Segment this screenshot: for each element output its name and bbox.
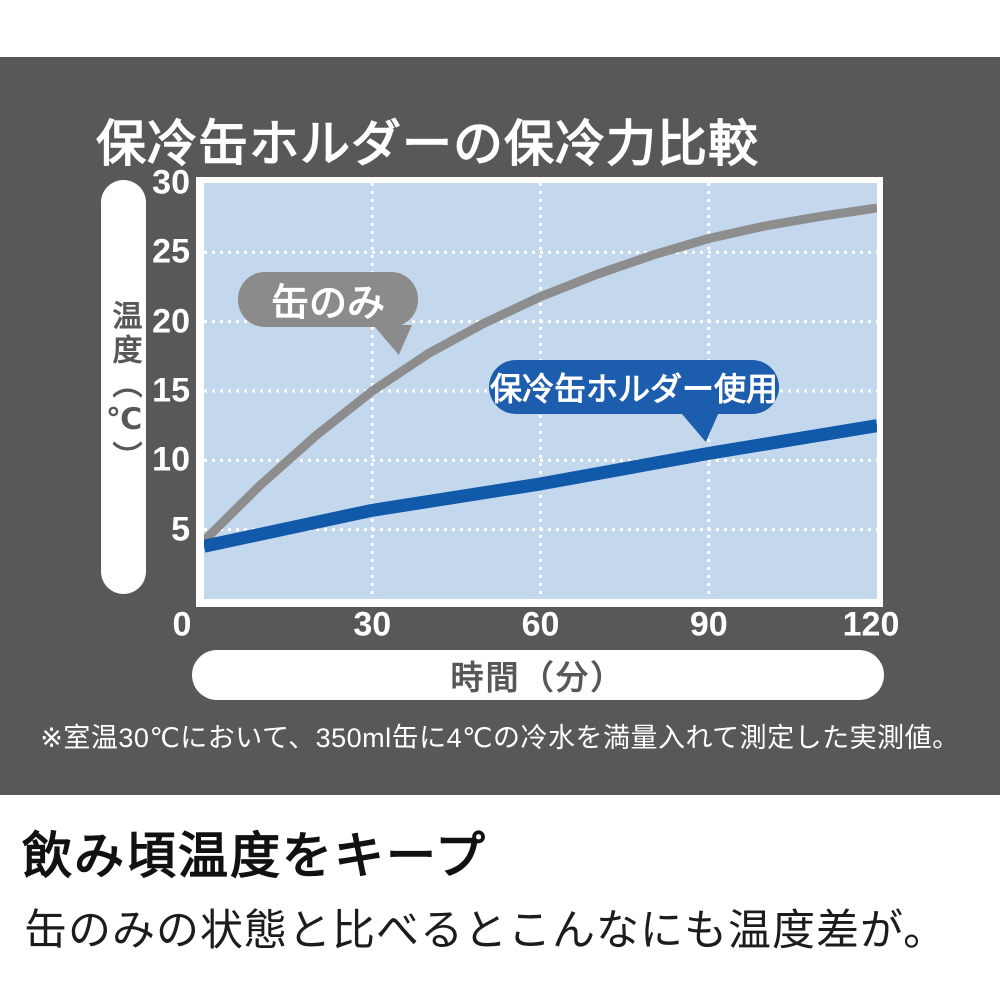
x-tick-label: 120 — [842, 605, 900, 644]
y-axis-label: 温度（℃） — [107, 299, 141, 475]
series-lines — [204, 203, 877, 553]
x-axis-label-pill: 時間（分） — [192, 650, 884, 700]
measurement-footnote: ※室温30℃において、350ml缶に4℃の冷水を満量入れて測定した実測値。 — [40, 723, 960, 753]
bottom-headline: 飲み頃温度をキープ — [22, 828, 487, 884]
x-tick-label: 60 — [521, 605, 560, 644]
y-tick-label: 5 — [171, 510, 190, 549]
bottom-body-text: 缶のみの状態と比べるとこんなにも温度差が。 — [24, 907, 948, 955]
series-line-0 — [204, 203, 877, 544]
y-tick-label: 20 — [152, 302, 190, 341]
x-tick-label: 30 — [353, 605, 392, 644]
series-badge-holder-label: 保冷缶ホルダー使用 — [489, 371, 778, 407]
series-badge-holder: 保冷缶ホルダー使用 — [489, 360, 779, 442]
chart-title: 保冷缶ホルダーの保冷力比較 — [96, 116, 759, 172]
x-tick-label: 90 — [689, 605, 728, 644]
y-tick-label: 25 — [152, 232, 190, 271]
series-badge-can-only-label: 缶のみ — [270, 283, 385, 325]
y-axis-label-pill: 温度（℃） — [101, 180, 146, 594]
x-axis-label: 時間（分） — [450, 659, 626, 696]
series-line-1 — [204, 419, 877, 553]
y-tick-label: 30 — [152, 163, 190, 202]
series-badge-can-only: 缶のみ — [238, 272, 418, 355]
y-tick-label: 10 — [152, 440, 190, 479]
y-tick-label: 15 — [152, 371, 190, 410]
x-tick-label: 0 — [172, 605, 192, 644]
